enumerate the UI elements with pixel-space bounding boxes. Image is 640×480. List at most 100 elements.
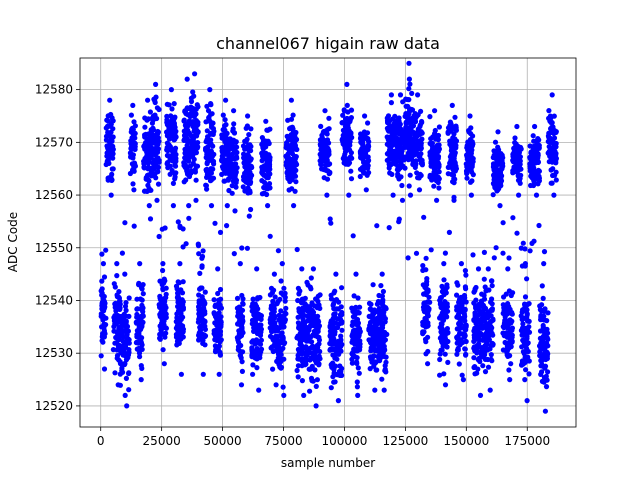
data-point	[451, 180, 457, 186]
data-point	[283, 305, 289, 311]
data-point	[442, 382, 449, 388]
data-point	[126, 295, 132, 301]
data-point	[467, 179, 474, 185]
data-point	[211, 297, 217, 303]
data-point	[341, 160, 347, 166]
data-point	[158, 327, 164, 333]
data-point	[330, 316, 336, 322]
data-point	[267, 233, 273, 239]
data-point	[224, 223, 230, 229]
data-point	[348, 150, 354, 156]
data-point	[326, 171, 332, 177]
data-point	[307, 334, 313, 341]
data-point	[495, 161, 502, 167]
data-point	[202, 342, 208, 348]
data-point	[241, 160, 247, 166]
data-point	[429, 140, 435, 146]
data-point	[357, 148, 363, 155]
data-point	[502, 317, 508, 323]
data-point	[344, 81, 350, 87]
data-point	[112, 370, 118, 376]
data-point	[462, 268, 468, 274]
data-point	[323, 128, 329, 135]
data-point	[219, 153, 225, 159]
data-point	[175, 303, 181, 310]
data-point	[231, 108, 237, 114]
data-point	[126, 350, 132, 356]
data-point	[518, 313, 524, 319]
data-point	[260, 145, 266, 151]
data-point	[433, 161, 439, 167]
data-point	[248, 179, 254, 185]
data-point	[190, 89, 196, 95]
data-point	[540, 322, 546, 329]
data-point	[331, 290, 337, 296]
data-point	[237, 320, 243, 326]
data-point	[305, 282, 311, 288]
data-point	[488, 278, 495, 284]
data-point	[538, 308, 544, 314]
data-point	[374, 223, 380, 229]
data-point	[124, 332, 130, 338]
data-point	[261, 179, 268, 186]
data-point	[168, 155, 174, 161]
data-point	[549, 92, 555, 98]
data-point	[140, 291, 146, 297]
data-point	[147, 216, 154, 222]
data-point	[195, 241, 201, 247]
data-point	[144, 154, 150, 160]
data-point	[493, 245, 499, 251]
data-point	[266, 181, 273, 187]
data-point	[407, 172, 413, 178]
x-tick-label: 175000	[504, 434, 550, 448]
data-point	[442, 250, 448, 256]
data-point	[132, 161, 138, 167]
data-point	[259, 135, 265, 141]
data-point	[227, 163, 233, 169]
data-point	[423, 255, 429, 261]
data-point	[375, 309, 381, 315]
data-point	[184, 76, 190, 82]
data-point	[430, 155, 436, 161]
data-point	[98, 353, 104, 359]
data-point	[466, 128, 472, 134]
data-point	[516, 178, 522, 184]
data-point	[199, 311, 205, 317]
data-point	[169, 106, 175, 112]
data-point	[268, 317, 274, 323]
data-point	[369, 347, 375, 353]
data-point	[204, 186, 210, 192]
data-point	[481, 276, 487, 282]
data-point	[142, 124, 148, 130]
data-point	[379, 376, 385, 382]
data-point	[291, 139, 297, 145]
data-point	[199, 264, 205, 270]
data-point	[524, 311, 530, 317]
data-point	[350, 233, 356, 239]
data-point	[161, 276, 167, 282]
data-point	[406, 97, 412, 103]
data-point	[464, 169, 470, 175]
data-point	[239, 314, 246, 320]
data-point	[472, 364, 478, 370]
data-point	[508, 361, 514, 367]
data-point	[485, 364, 492, 370]
data-point	[355, 295, 361, 301]
data-point	[152, 152, 158, 158]
data-point	[184, 168, 190, 174]
chart-title: channel067 higain raw data	[216, 34, 440, 53]
data-point	[476, 341, 482, 347]
data-point	[397, 92, 404, 98]
data-point	[100, 313, 106, 319]
data-point	[322, 143, 329, 149]
data-point	[204, 168, 210, 174]
data-point	[259, 158, 265, 164]
data-point	[506, 367, 512, 373]
data-point	[215, 266, 221, 272]
data-point	[172, 145, 179, 151]
data-point	[451, 197, 457, 203]
y-tick-label: 12530	[35, 346, 73, 360]
data-point	[495, 167, 501, 173]
data-point	[553, 129, 559, 135]
data-point	[445, 171, 451, 177]
